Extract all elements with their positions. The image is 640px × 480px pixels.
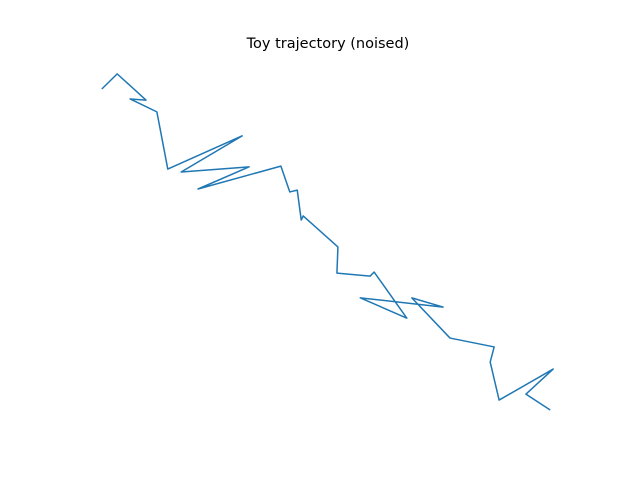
chart-title: Toy trajectory (noised) — [246, 36, 410, 52]
trajectory-line — [101, 73, 554, 411]
